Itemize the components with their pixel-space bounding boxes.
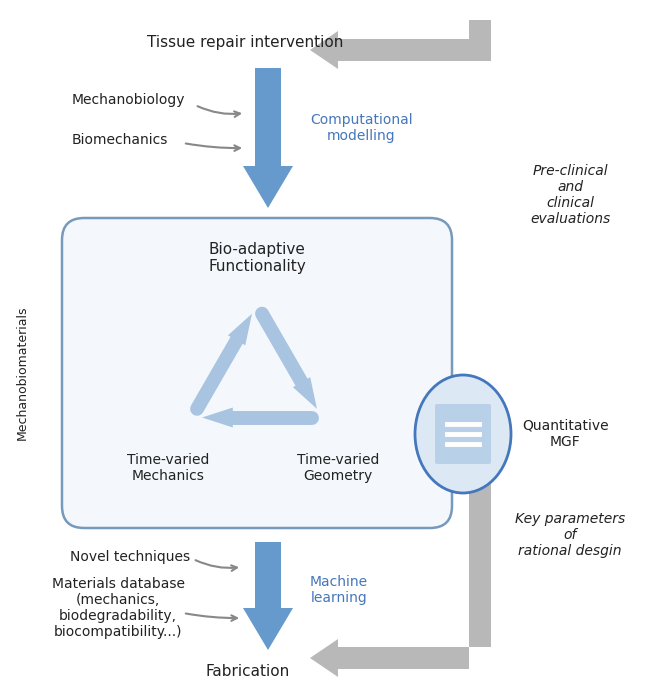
Text: Key parameters
of
rational desgin: Key parameters of rational desgin	[515, 512, 625, 558]
Text: Biomechanics: Biomechanics	[72, 133, 168, 147]
Polygon shape	[469, 20, 491, 61]
Polygon shape	[338, 647, 469, 669]
Text: Tissue repair intervention: Tissue repair intervention	[146, 34, 343, 50]
Polygon shape	[338, 39, 491, 61]
Polygon shape	[310, 31, 338, 69]
Text: Materials database
(mechanics,
biodegradability,
biocompatibility...): Materials database (mechanics, biodegrad…	[52, 577, 184, 639]
Polygon shape	[293, 377, 317, 409]
Text: Pre-clinical
and
clinical
evaluations: Pre-clinical and clinical evaluations	[530, 164, 610, 226]
Text: Time-varied
Mechanics: Time-varied Mechanics	[127, 453, 209, 483]
Polygon shape	[243, 608, 293, 650]
Text: Mechanobiology: Mechanobiology	[71, 93, 184, 107]
Text: Computational
modelling: Computational modelling	[310, 113, 413, 143]
Text: Time-varied
Geometry: Time-varied Geometry	[297, 453, 379, 483]
Polygon shape	[255, 68, 281, 166]
Polygon shape	[202, 407, 233, 428]
Polygon shape	[243, 166, 293, 208]
Text: Fabrication: Fabrication	[206, 664, 290, 680]
Text: Bio-adaptive
Functionality: Bio-adaptive Functionality	[208, 241, 306, 274]
Polygon shape	[255, 542, 281, 608]
Ellipse shape	[415, 375, 511, 493]
Text: Mechanobiomaterials: Mechanobiomaterials	[16, 306, 29, 440]
Polygon shape	[310, 639, 338, 677]
Polygon shape	[469, 430, 491, 647]
Text: Novel techniques: Novel techniques	[70, 550, 190, 564]
FancyBboxPatch shape	[62, 218, 452, 528]
Text: Machine
learning: Machine learning	[310, 575, 368, 605]
Text: Quantitative
MGF: Quantitative MGF	[522, 419, 609, 449]
Polygon shape	[228, 314, 252, 345]
FancyBboxPatch shape	[435, 404, 491, 464]
